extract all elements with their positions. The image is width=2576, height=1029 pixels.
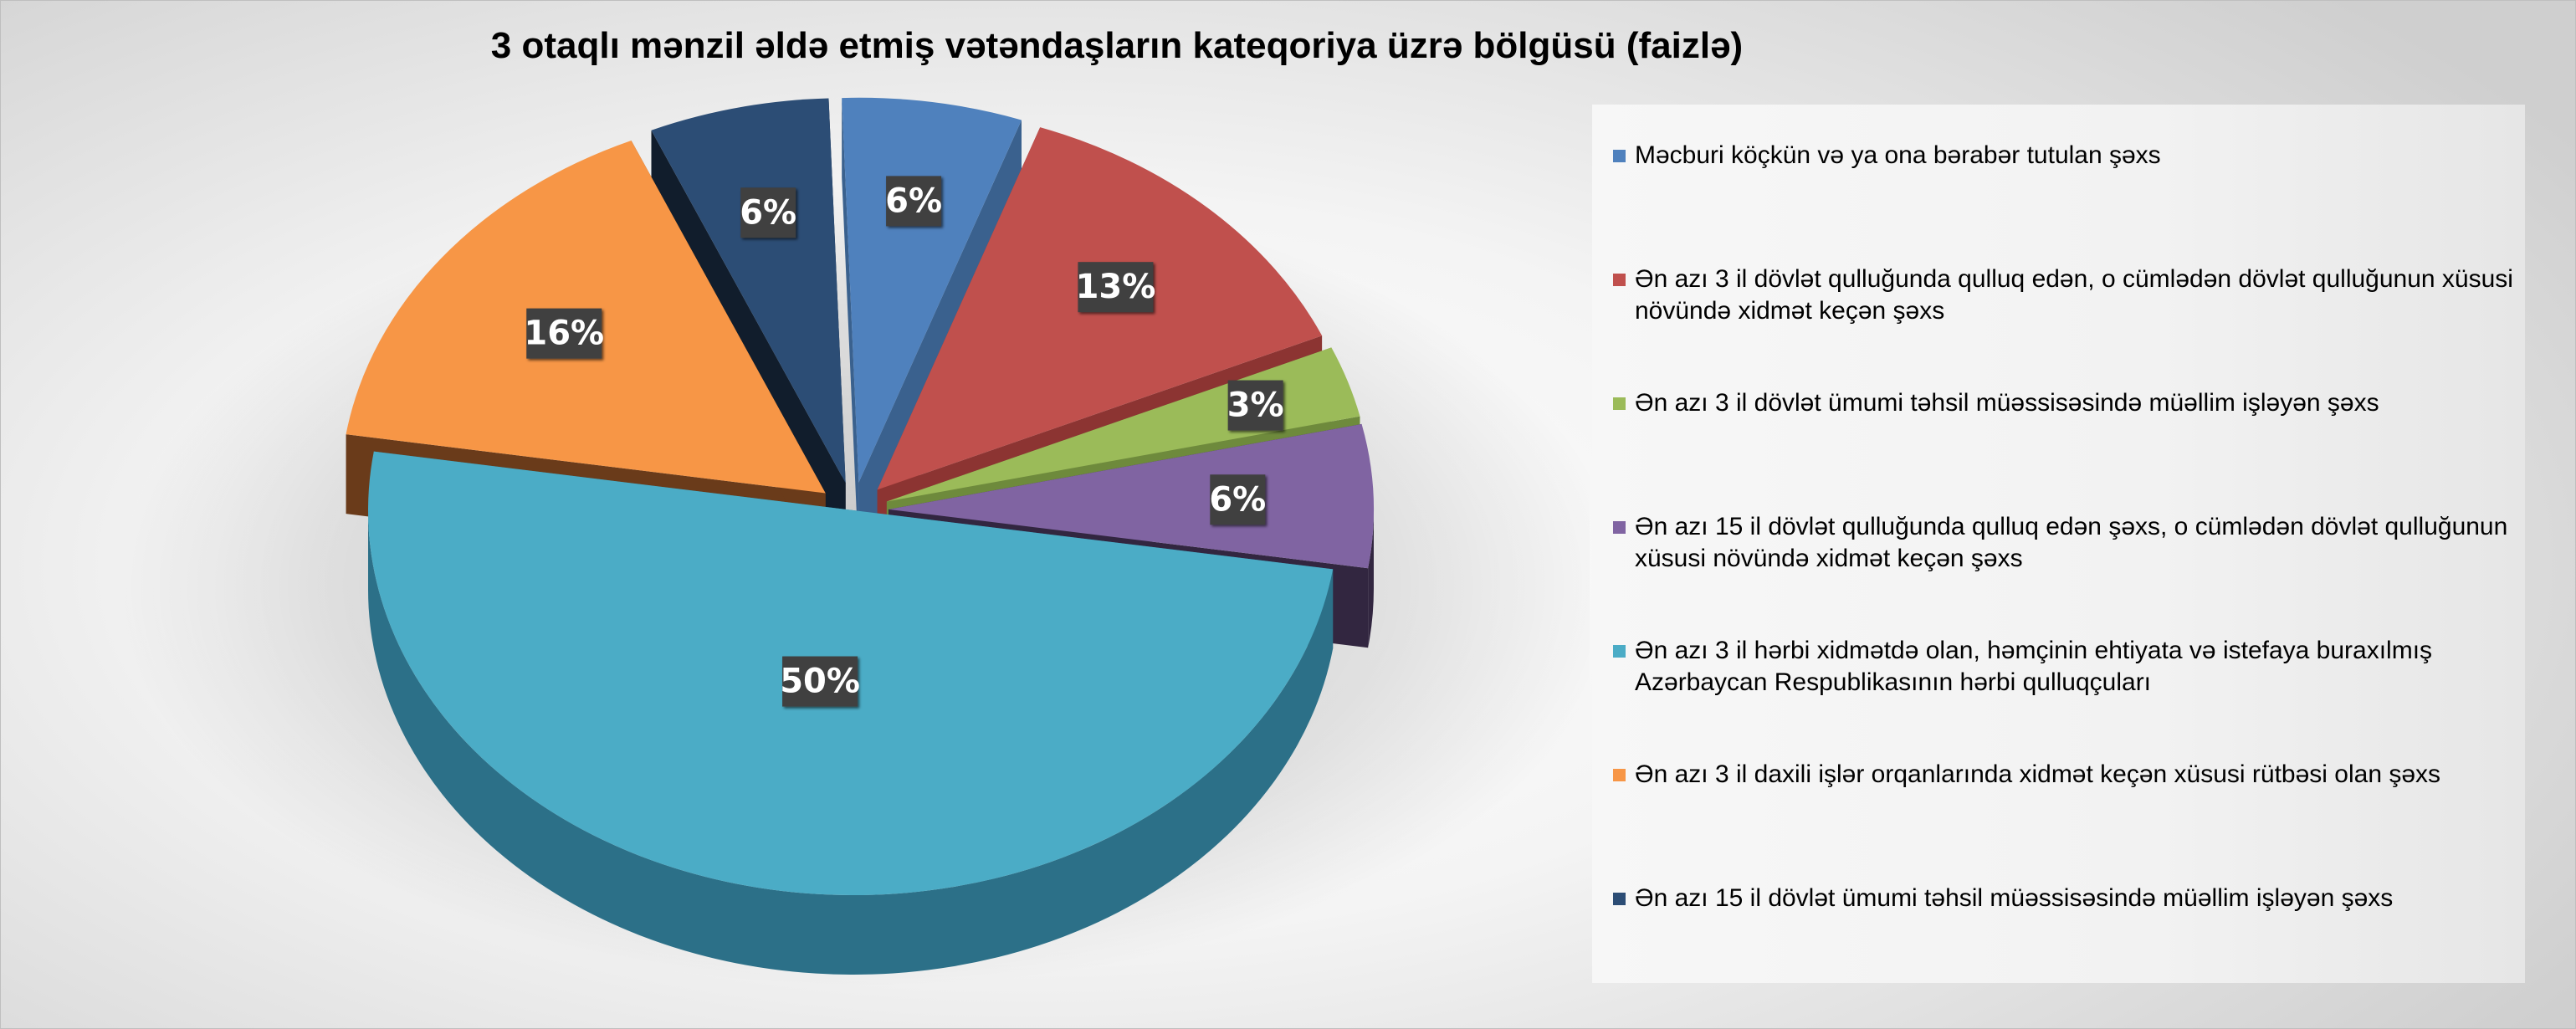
legend-swatch-2 [1613, 274, 1626, 286]
legend-swatch-4 [1613, 521, 1626, 534]
pie-chart: 6% 13% 3% 6% 50% 16% 6% [117, 97, 1590, 987]
pie-slice-5-data-label: 50% [780, 656, 860, 707]
pie-slice-1-data-label: 6% [885, 176, 942, 227]
pie-slice-5-label-box [782, 656, 858, 707]
pie-slice-6-data-label: 16% [524, 308, 604, 359]
legend-label-3: Ən azı 3 il dövlət ümumi təhsil müəssisə… [1635, 389, 2379, 417]
pie-slice-4-label-box [1210, 474, 1266, 525]
legend-item-3: Ən azı 3 il dövlət ümumi təhsil müəssisə… [1613, 387, 2521, 419]
legend-label-1: Məcburi köçkün və ya ona bərabər tutulan… [1635, 141, 2161, 169]
legend-item-4: Ən azı 15 il dövlət qulluğunda qulluq ed… [1613, 511, 2521, 575]
legend-item-6: Ən azı 3 il daxili işlər orqanlarında xi… [1613, 759, 2521, 791]
pie-slice-5-value-text: 50% [780, 663, 860, 701]
pie-slice-2-label-box [1078, 262, 1154, 313]
legend-label-6: Ən azı 3 il daxili işlər orqanlarında xi… [1635, 760, 2441, 788]
pie-slice-2-data-label: 13% [1076, 262, 1156, 313]
legend-swatch-5 [1613, 645, 1626, 658]
pie-slice-3-value-text: 3% [1227, 387, 1284, 425]
chart-title: 3 otaqlı mənzil əldə etmiş vətəndaşların… [490, 25, 1744, 66]
legend-label-2: Ən azı 3 il dövlət qulluğunda qulluq edə… [1635, 265, 2513, 325]
pie-slice-6-value-text: 16% [524, 315, 604, 353]
legend-label-7: Ən azı 15 il dövlət ümumi təhsil müəssis… [1635, 884, 2394, 912]
legend-item-5: Ən azı 3 il hərbi xidmətdə olan, həmçini… [1613, 635, 2521, 699]
pie-slice-3-label-box [1227, 380, 1283, 431]
legend-item-2: Ən azı 3 il dövlət qulluğunda qulluq edə… [1613, 264, 2521, 327]
legend-item-1: Məcburi köçkün və ya ona bərabər tutulan… [1613, 140, 2521, 172]
legend-label-4: Ən azı 15 il dövlət qulluğunda qulluq ed… [1635, 513, 2508, 572]
pie-slice-4-top[interactable] [888, 423, 1374, 569]
pie-slice-1-wall-1 [842, 98, 859, 562]
pie-slice-7-top[interactable] [651, 98, 846, 484]
pie-slice-4-data-label: 6% [1209, 474, 1266, 525]
legend: Məcburi köçkün və ya ona bərabər tutulan… [1592, 105, 2525, 983]
pie-slice-7-label-box [740, 187, 796, 238]
pie-slice-4-value-text: 6% [1209, 480, 1266, 519]
pie-slice-4-side [1368, 509, 1374, 648]
legend-swatch-1 [1613, 150, 1626, 162]
pie-slice-7-data-label: 6% [740, 187, 796, 238]
legend-swatch-3 [1613, 397, 1626, 410]
pie-slice-1-label-box [886, 176, 942, 227]
pie-slice-2-value-text: 13% [1076, 268, 1156, 306]
legend-swatch-6 [1613, 769, 1626, 781]
pie-slice-6-label-box [526, 308, 602, 359]
pie-slice-7-value-text: 6% [740, 193, 796, 232]
legend-swatch-7 [1613, 893, 1626, 905]
pie-slice-5-side [368, 510, 1334, 975]
pie-slice-3-data-label: 3% [1227, 380, 1284, 431]
legend-item-7: Ən azı 15 il dövlət ümumi təhsil müəssis… [1613, 883, 2521, 914]
pie-slice-1-value-text: 6% [885, 182, 942, 220]
legend-label-5: Ən azı 3 il hərbi xidmətdə olan, həmçini… [1635, 637, 2433, 696]
